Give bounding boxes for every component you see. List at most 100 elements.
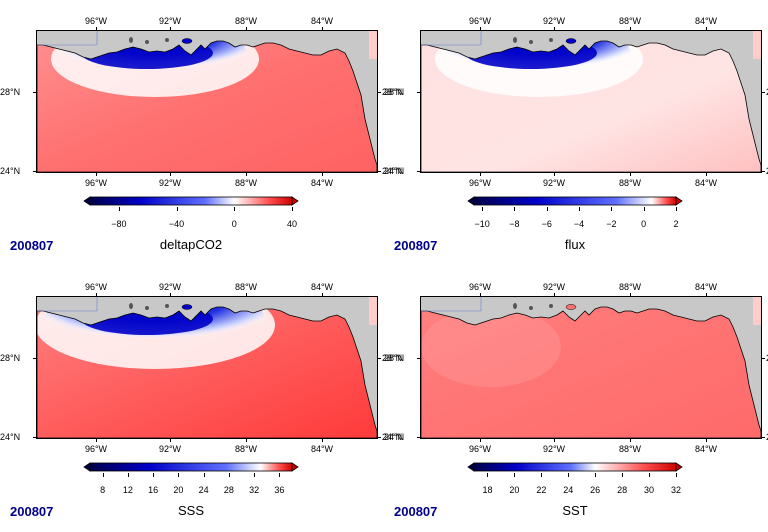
map-panel-sss: 96°W 96°W 92°W 92°W 88°W 88°W 84°W 84°W 28°N 28°N… xyxy=(0,266,402,532)
colorbar-tick-label: 36 xyxy=(274,485,285,495)
lon-label-bot: 96°W xyxy=(84,444,108,454)
colorbar-tick-mark xyxy=(579,207,581,211)
colorbar-tick-mark xyxy=(482,207,484,211)
colorbar-tick-label: 20 xyxy=(509,485,520,495)
lon-tick xyxy=(322,438,323,442)
colorbar-tick-mark xyxy=(178,473,180,477)
colorbar-tick-mark xyxy=(292,207,293,211)
lon-label-bot: 96°W xyxy=(468,444,492,454)
lon-label-top: 96°W xyxy=(468,282,492,292)
lon-label-top: 92°W xyxy=(158,282,182,292)
lon-tick xyxy=(480,438,481,442)
colorbar-tick-mark xyxy=(676,207,677,211)
colorbar-tick-label: 2 xyxy=(673,219,679,229)
lon-tick xyxy=(630,27,631,31)
lat-tick xyxy=(33,437,37,438)
lat-tick xyxy=(417,171,421,172)
map-panel-flux: 96°W 96°W 92°W 92°W 88°W 88°W 84°W 84°W 28°N 28°N… xyxy=(384,0,768,266)
colorbar-tick-label: −80 xyxy=(111,219,127,229)
colorbar-tick-label: 24 xyxy=(563,485,574,495)
lon-label-top: 84°W xyxy=(694,282,718,292)
lon-tick xyxy=(480,293,481,297)
lon-tick xyxy=(322,27,323,31)
lon-tick xyxy=(554,27,555,31)
lon-tick xyxy=(96,293,97,297)
colorbar xyxy=(83,196,299,206)
colorbar-tick-label: 32 xyxy=(670,485,682,495)
lon-label-bot: 84°W xyxy=(310,444,334,454)
colorbar-tick-mark xyxy=(118,207,120,211)
colorbar-tick-label: 32 xyxy=(249,485,260,495)
lat-label-left: 28°N xyxy=(0,353,21,363)
lon-label-bot: 96°W xyxy=(468,178,492,188)
lat-label-right: 24°N xyxy=(766,166,768,176)
lat-tick xyxy=(377,92,381,93)
lat-tick xyxy=(761,358,765,359)
map-panel-deltapco2: 96°W 96°W 92°W 92°W 88°W 88°W 84°W 84°W 28°N 28°N… xyxy=(0,0,402,266)
colorbar-tick-label: 20 xyxy=(173,485,184,495)
lon-tick xyxy=(630,172,631,176)
colorbar-tick-mark xyxy=(203,473,205,477)
lat-label-left: 28°N xyxy=(0,87,21,97)
colorbar-tick-mark xyxy=(514,473,516,477)
lon-tick xyxy=(246,438,247,442)
colorbar-tick-mark xyxy=(102,473,104,477)
lon-tick xyxy=(630,438,631,442)
colorbar-tick-mark xyxy=(279,473,281,477)
colorbar-tick-mark xyxy=(514,207,516,211)
colorbar-tick-label: 26 xyxy=(590,485,601,495)
lon-tick xyxy=(630,293,631,297)
lon-tick xyxy=(96,27,97,31)
variable-label: flux xyxy=(564,237,586,252)
lat-tick xyxy=(33,358,37,359)
lat-label-left: 28°N xyxy=(384,353,405,363)
variable-label: SST xyxy=(562,503,588,518)
lat-label-right: 28°N xyxy=(766,353,768,363)
lon-tick xyxy=(706,172,707,176)
lon-label-bot: 92°W xyxy=(542,444,566,454)
colorbar-tick-label: 18 xyxy=(482,485,493,495)
lat-label-left: 24°N xyxy=(384,166,405,176)
lat-tick xyxy=(761,92,765,93)
lon-label-bot: 88°W xyxy=(234,444,258,454)
colorbar-tick-mark xyxy=(643,207,645,211)
lat-label-right: 24°N xyxy=(382,166,403,176)
lon-tick xyxy=(170,172,171,176)
lon-tick xyxy=(96,438,97,442)
lat-label-left: 24°N xyxy=(384,432,405,442)
lon-tick xyxy=(322,293,323,297)
map-panel-sst: 96°W 96°W 92°W 92°W 88°W 88°W 84°W 84°W 28°N 28°N… xyxy=(384,266,768,532)
colorbar-tick-label: 40 xyxy=(286,219,298,229)
colorbar-tick-label: −4 xyxy=(573,219,585,229)
lat-tick xyxy=(377,437,381,438)
map-frame xyxy=(420,30,762,173)
lat-label-right: 28°N xyxy=(766,87,768,97)
date-label: 200807 xyxy=(10,238,54,253)
colorbar-tick-mark xyxy=(234,207,236,211)
lon-label-bot: 84°W xyxy=(694,444,718,454)
lat-label-left: 24°N xyxy=(0,166,21,176)
lon-label-top: 88°W xyxy=(234,16,258,26)
colorbar-tick-mark xyxy=(176,207,178,211)
lon-tick xyxy=(322,172,323,176)
colorbar-tick-label: −2 xyxy=(606,219,617,229)
date-label: 200807 xyxy=(394,238,438,253)
map-frame xyxy=(36,30,378,173)
lat-tick xyxy=(33,171,37,172)
variable-label: deltapCO2 xyxy=(159,237,223,252)
colorbar xyxy=(83,462,299,472)
lat-label-right: 28°N xyxy=(382,353,403,363)
lon-tick xyxy=(96,172,97,176)
lon-label-top: 92°W xyxy=(542,16,566,26)
colorbar-tick-mark xyxy=(611,207,613,211)
lon-label-bot: 84°W xyxy=(310,178,334,188)
lon-label-bot: 92°W xyxy=(158,444,182,454)
lon-tick xyxy=(170,27,171,31)
lon-label-top: 92°W xyxy=(158,16,182,26)
colorbar-tick-label: 22 xyxy=(536,485,547,495)
lon-label-bot: 92°W xyxy=(158,178,182,188)
lon-label-bot: 96°W xyxy=(84,178,108,188)
map-frame xyxy=(36,296,378,439)
lon-label-top: 96°W xyxy=(84,16,108,26)
colorbar-tick-label: 28 xyxy=(223,485,234,495)
